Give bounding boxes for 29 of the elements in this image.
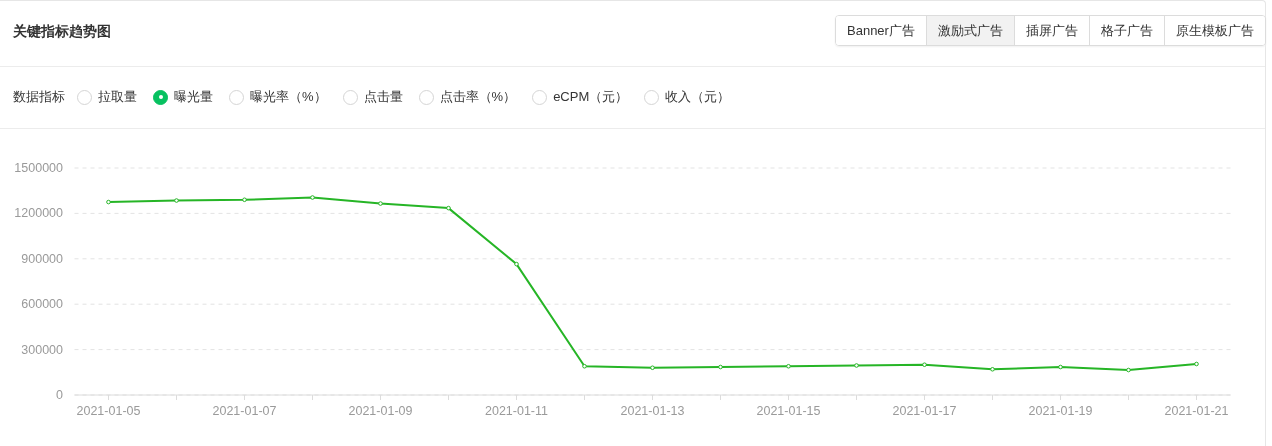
x-tick-label: 2021-01-11 <box>484 404 549 418</box>
y-tick-label: 1500000 <box>14 161 64 175</box>
tab: 激励式广告 <box>925 16 1014 45</box>
text: 点击率（%） <box>439 88 517 106</box>
text: eCPM（元） <box>553 88 629 106</box>
x-tick-label: 2021-01-13 <box>620 404 685 418</box>
x-tick-label: 2021-01-19 <box>1028 404 1093 418</box>
y-tick-label: 1200000 <box>14 206 64 221</box>
tab: 插屏广告 <box>1013 16 1089 45</box>
text: 曝光量 <box>174 88 213 106</box>
tab: Banner广告 <box>836 16 926 45</box>
x-tick-label: 2021-01-17 <box>892 404 957 418</box>
text: 曝光率（%） <box>250 88 327 106</box>
y-tick-label: 300000 <box>21 342 64 357</box>
x-tick-label: 2021-01-05 <box>76 404 141 418</box>
y-tick-label: 0 <box>56 388 64 402</box>
text: 点击量 <box>363 88 403 106</box>
text: 数据指标 <box>13 88 65 106</box>
tab: 原生模板广告 <box>1163 16 1265 45</box>
text: 拉取量 <box>98 88 137 106</box>
x-tick-label: 2021-01-07 <box>212 404 277 418</box>
text: 收入（元） <box>665 88 731 106</box>
chart-title: 关键指标趋势图 <box>13 22 111 41</box>
x-tick-label: 2021-01-21 <box>1164 404 1229 418</box>
y-tick-label: 900000 <box>21 251 64 266</box>
x-tick-label: 2021-01-15 <box>756 404 821 418</box>
x-tick-label: 2021-01-09 <box>348 404 413 418</box>
y-tick-label: 600000 <box>21 297 64 312</box>
tab: 格子广告 <box>1088 16 1164 45</box>
